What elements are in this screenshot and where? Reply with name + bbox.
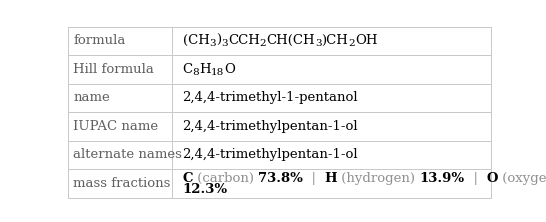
Text: H: H (325, 172, 337, 185)
Text: H: H (199, 63, 211, 76)
Text: IUPAC name: IUPAC name (73, 120, 158, 133)
Text: (hydrogen): (hydrogen) (337, 172, 419, 185)
Text: O: O (224, 63, 235, 76)
Text: (CH: (CH (182, 34, 209, 47)
Text: name: name (73, 91, 110, 104)
Text: 8: 8 (193, 68, 199, 77)
Text: 73.8%: 73.8% (258, 172, 303, 185)
Text: C: C (182, 172, 193, 185)
Text: 18: 18 (211, 68, 224, 77)
Text: |: | (465, 172, 486, 185)
Text: CCH: CCH (228, 34, 260, 47)
Text: |: | (303, 172, 325, 185)
Text: OH: OH (355, 34, 377, 47)
Text: ): ) (216, 34, 221, 47)
Text: (oxygen): (oxygen) (497, 172, 546, 185)
Text: 3: 3 (221, 40, 228, 48)
Text: mass fractions: mass fractions (73, 177, 171, 190)
Text: O: O (486, 172, 497, 185)
Text: 2,4,4-trimethylpentan-1-ol: 2,4,4-trimethylpentan-1-ol (182, 148, 358, 161)
Text: 13.9%: 13.9% (419, 172, 465, 185)
Text: 3: 3 (209, 40, 216, 48)
Text: Hill formula: Hill formula (73, 63, 154, 76)
Text: 2: 2 (348, 40, 355, 48)
Text: (carbon): (carbon) (193, 172, 258, 185)
Text: 3: 3 (315, 40, 322, 48)
Text: 12.3%: 12.3% (182, 182, 228, 196)
Text: alternate names: alternate names (73, 148, 182, 161)
Text: C: C (182, 63, 193, 76)
Text: CH(CH: CH(CH (266, 34, 315, 47)
Text: 2,4,4-trimethylpentan-1-ol: 2,4,4-trimethylpentan-1-ol (182, 120, 358, 133)
Text: 2: 2 (260, 40, 266, 48)
Text: 2,4,4-trimethyl-1-pentanol: 2,4,4-trimethyl-1-pentanol (182, 91, 358, 104)
Text: formula: formula (73, 34, 126, 47)
Text: )CH: )CH (322, 34, 348, 47)
